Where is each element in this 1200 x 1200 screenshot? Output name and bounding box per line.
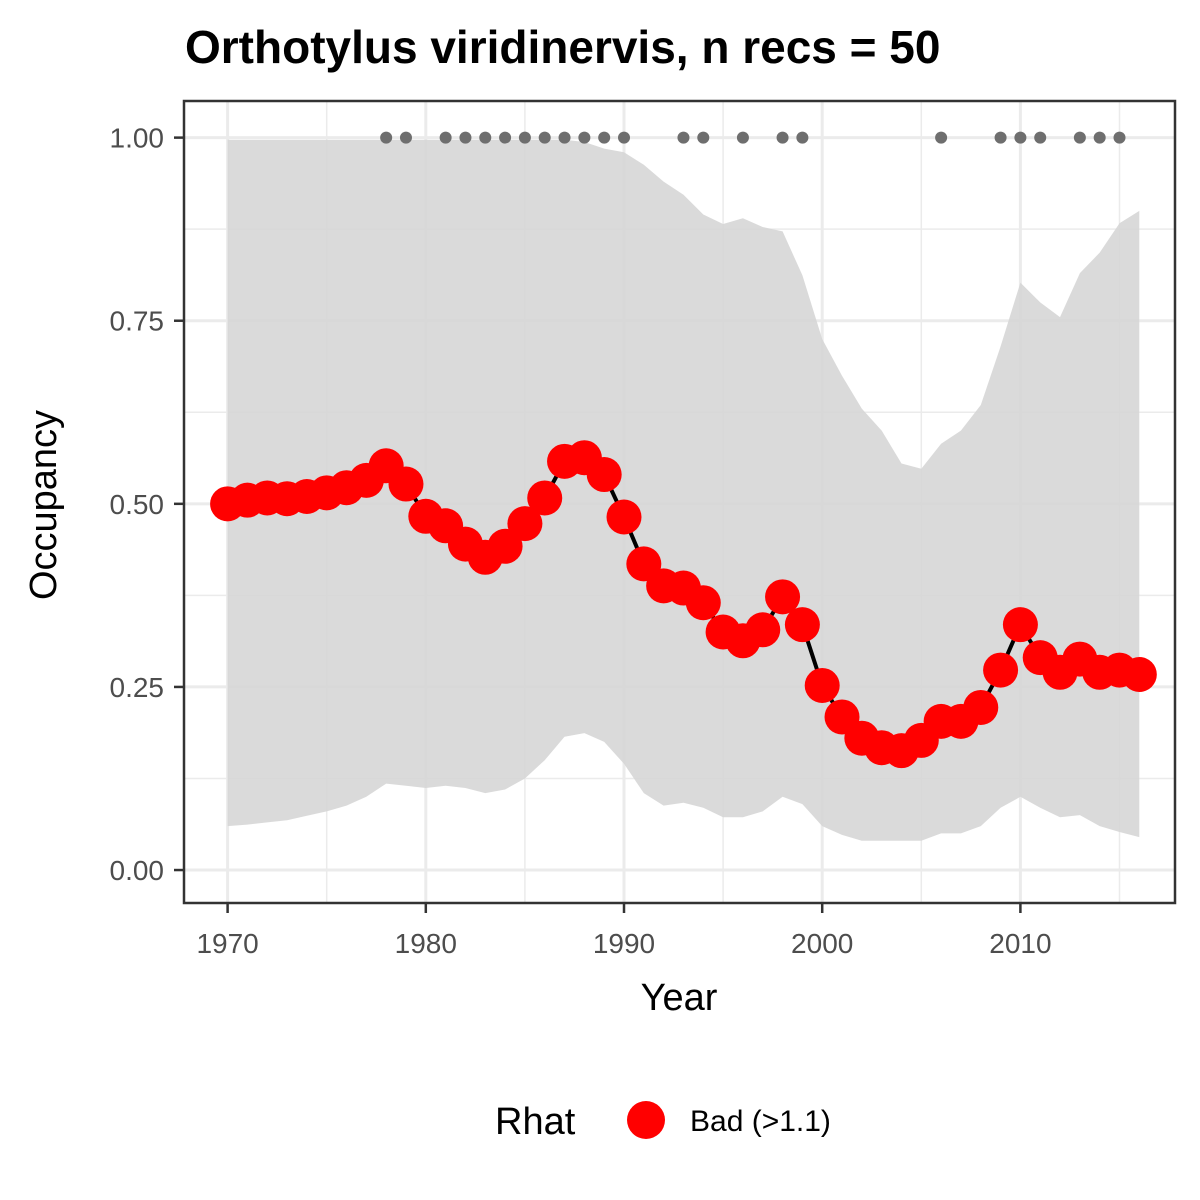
occupancy-point [685, 585, 721, 621]
x-axis-title: Year [641, 977, 718, 1019]
legend: Rhat Bad (>1.1) [495, 1101, 831, 1143]
record-marker [518, 131, 531, 144]
occupancy-point [1002, 607, 1038, 643]
occupancy-point [784, 607, 820, 643]
x-axis: 1970 1980 1990 2000 2010 [196, 903, 1052, 959]
occupancy-point [983, 652, 1019, 688]
x-tick-label: 1990 [593, 928, 655, 959]
x-tick-label: 1980 [395, 928, 457, 959]
record-marker [796, 131, 809, 144]
occupancy-point [606, 499, 642, 535]
record-marker [994, 131, 1007, 144]
chart-title: Orthotylus viridinervis, n recs = 50 [185, 21, 940, 73]
record-marker [1113, 131, 1126, 144]
record-marker [479, 131, 492, 144]
record-marker [558, 131, 571, 144]
y-tick-label: 0.00 [110, 855, 165, 886]
record-marker [439, 131, 452, 144]
record-marker [697, 131, 710, 144]
legend-title: Rhat [495, 1101, 576, 1143]
y-tick-label: 0.75 [110, 306, 165, 337]
occupancy-point [765, 579, 801, 615]
record-marker [776, 131, 789, 144]
record-marker [1073, 131, 1086, 144]
occupancy-point [1121, 656, 1157, 692]
y-axis: 0.00 0.25 0.50 0.75 1.00 [110, 123, 184, 886]
record-marker [538, 131, 551, 144]
record-marker [1093, 131, 1106, 144]
record-marker [459, 131, 472, 144]
record-marker [499, 131, 512, 144]
x-tick-label: 2000 [791, 928, 853, 959]
record-marker [598, 131, 611, 144]
occupancy-point [507, 506, 543, 542]
record-marker [935, 131, 948, 144]
occupancy-point [804, 667, 840, 703]
y-axis-title: Occupancy [23, 410, 65, 600]
occupancy-point [745, 612, 781, 648]
record-marker [677, 131, 690, 144]
ci-ribbon [227, 139, 1140, 841]
occupancy-point [487, 528, 523, 564]
occupancy-points [210, 440, 1157, 769]
record-marker [618, 131, 631, 144]
occupancy-point [586, 457, 622, 493]
occupancy-point [963, 689, 999, 725]
record-marker [1014, 131, 1027, 144]
panel-border [182, 99, 1177, 905]
record-marker [1034, 131, 1047, 144]
plot-frame [182, 99, 1177, 905]
x-tick-label: 1970 [196, 928, 258, 959]
record-marker [380, 131, 393, 144]
y-tick-label: 1.00 [110, 123, 165, 154]
occupancy-point [388, 466, 424, 502]
y-tick-label: 0.50 [110, 489, 165, 520]
legend-swatch [627, 1101, 665, 1139]
y-tick-label: 0.25 [110, 672, 165, 703]
confidence-ribbon [227, 139, 1140, 841]
legend-label: Bad (>1.1) [690, 1105, 831, 1138]
record-marker [399, 131, 412, 144]
record-markers [380, 131, 1126, 144]
record-marker [578, 131, 591, 144]
x-tick-label: 2010 [989, 928, 1051, 959]
record-marker [736, 131, 749, 144]
occupancy-point [527, 480, 563, 516]
